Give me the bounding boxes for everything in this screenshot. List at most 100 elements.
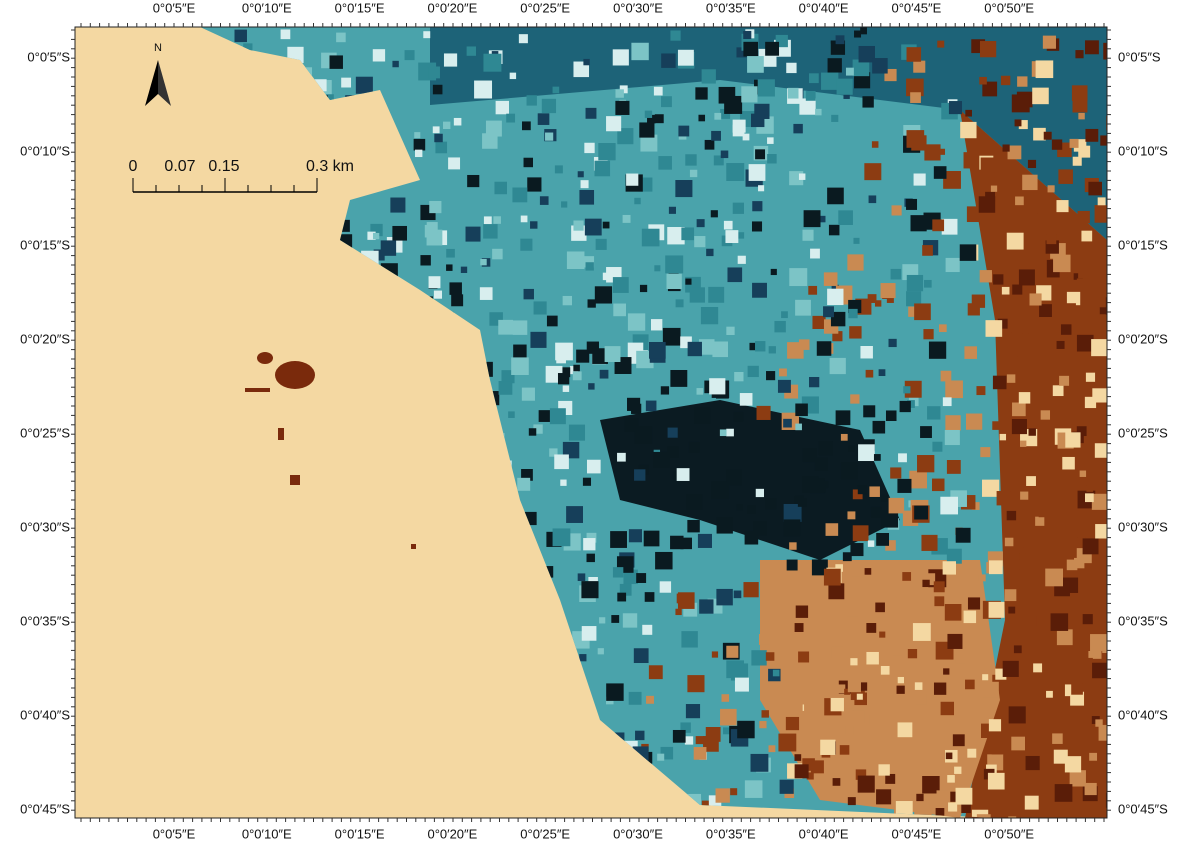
texture-cell	[552, 86, 560, 94]
texture-cell	[1098, 724, 1107, 741]
texture-cell	[723, 727, 730, 735]
texture-cell	[935, 808, 945, 817]
texture-cell	[743, 30, 752, 40]
texture-cell	[493, 216, 501, 224]
texture-cell	[960, 121, 977, 139]
texture-cell	[483, 224, 498, 239]
patch	[257, 352, 273, 364]
texture-cell	[1012, 402, 1026, 417]
texture-cell	[1045, 568, 1064, 587]
texture-cell	[1109, 631, 1118, 640]
texture-cell	[916, 793, 924, 802]
texture-cell	[413, 138, 426, 151]
texture-cell	[634, 426, 653, 444]
texture-cell	[712, 341, 728, 358]
texture-cell	[615, 100, 630, 115]
texture-cell	[1097, 197, 1106, 206]
texture-cell	[795, 299, 811, 316]
texture-cell	[1082, 614, 1093, 625]
texture-cell	[640, 134, 658, 152]
texture-cell	[720, 150, 729, 159]
y-label: 0°0′25″S	[1118, 425, 1168, 440]
texture-cell	[631, 42, 649, 61]
texture-cell	[719, 429, 727, 437]
texture-cell	[991, 265, 999, 273]
texture-cell	[864, 568, 872, 575]
texture-cell	[844, 688, 851, 695]
texture-cell	[847, 679, 861, 693]
x-label: 0°0′50″E	[984, 0, 1034, 15]
texture-cell	[636, 573, 647, 583]
texture-cell	[904, 380, 922, 398]
texture-cell	[967, 597, 981, 610]
texture-cell	[842, 552, 852, 562]
texture-cell	[446, 264, 453, 271]
texture-cell	[695, 736, 704, 745]
texture-cell	[1011, 736, 1025, 751]
texture-cell	[1072, 255, 1090, 274]
texture-cell	[1042, 35, 1056, 49]
texture-cell	[1022, 174, 1038, 191]
texture-cell	[708, 286, 725, 303]
texture-cell	[635, 730, 645, 741]
texture-cell	[1011, 94, 1030, 113]
texture-cell	[914, 505, 929, 520]
texture-cell	[747, 365, 759, 378]
texture-cell	[828, 224, 840, 236]
texture-cell	[726, 326, 735, 335]
texture-cell	[694, 407, 711, 424]
texture-cell	[434, 133, 443, 143]
texture-cell	[751, 113, 765, 128]
texture-cell	[913, 173, 926, 186]
texture-cell	[658, 156, 672, 170]
texture-cell	[963, 610, 977, 624]
texture-cell	[479, 287, 493, 300]
texture-cell	[752, 201, 763, 212]
texture-cell	[649, 341, 666, 359]
texture-cell	[959, 244, 977, 261]
texture-cell	[899, 400, 911, 413]
texture-cell	[538, 410, 551, 422]
texture-cell	[872, 420, 886, 434]
x-label: 0°0′10″E	[242, 0, 292, 15]
texture-cell	[1004, 589, 1017, 602]
texture-cell	[562, 441, 580, 459]
y-label: 0°0′25″S	[20, 425, 70, 440]
texture-cell	[777, 379, 791, 393]
texture-cell	[1033, 566, 1043, 576]
texture-cell	[818, 441, 833, 456]
texture-cell	[736, 504, 743, 511]
texture-cell	[809, 376, 820, 388]
texture-cell	[992, 375, 1007, 390]
texture-cell	[694, 236, 706, 248]
texture-cell	[830, 697, 844, 712]
patch	[275, 361, 315, 389]
texture-cell	[988, 171, 995, 178]
texture-cell	[1032, 228, 1040, 236]
texture-cell	[943, 170, 961, 189]
texture-cell	[1003, 553, 1020, 570]
y-label: 0°0′20″S	[1118, 331, 1168, 346]
texture-cell	[577, 171, 584, 178]
texture-cell	[870, 506, 882, 518]
texture-cell	[511, 357, 529, 376]
x-label: 0°0′20″E	[427, 0, 477, 15]
texture-cell	[819, 215, 826, 223]
texture-cell	[786, 62, 797, 74]
texture-cell	[557, 373, 570, 385]
texture-cell	[606, 683, 624, 701]
texture-cell	[979, 763, 987, 771]
texture-cell	[611, 615, 620, 623]
texture-cell	[795, 423, 802, 431]
texture-cell	[1105, 297, 1107, 315]
x-label: 0°0′35″E	[706, 0, 756, 15]
texture-cell	[907, 400, 915, 408]
texture-cell	[734, 371, 744, 382]
texture-cell	[726, 428, 734, 437]
texture-cell	[923, 329, 934, 340]
texture-cell	[1077, 529, 1086, 538]
texture-cell	[960, 620, 969, 629]
texture-cell	[908, 306, 919, 317]
arrow-left	[145, 60, 158, 106]
